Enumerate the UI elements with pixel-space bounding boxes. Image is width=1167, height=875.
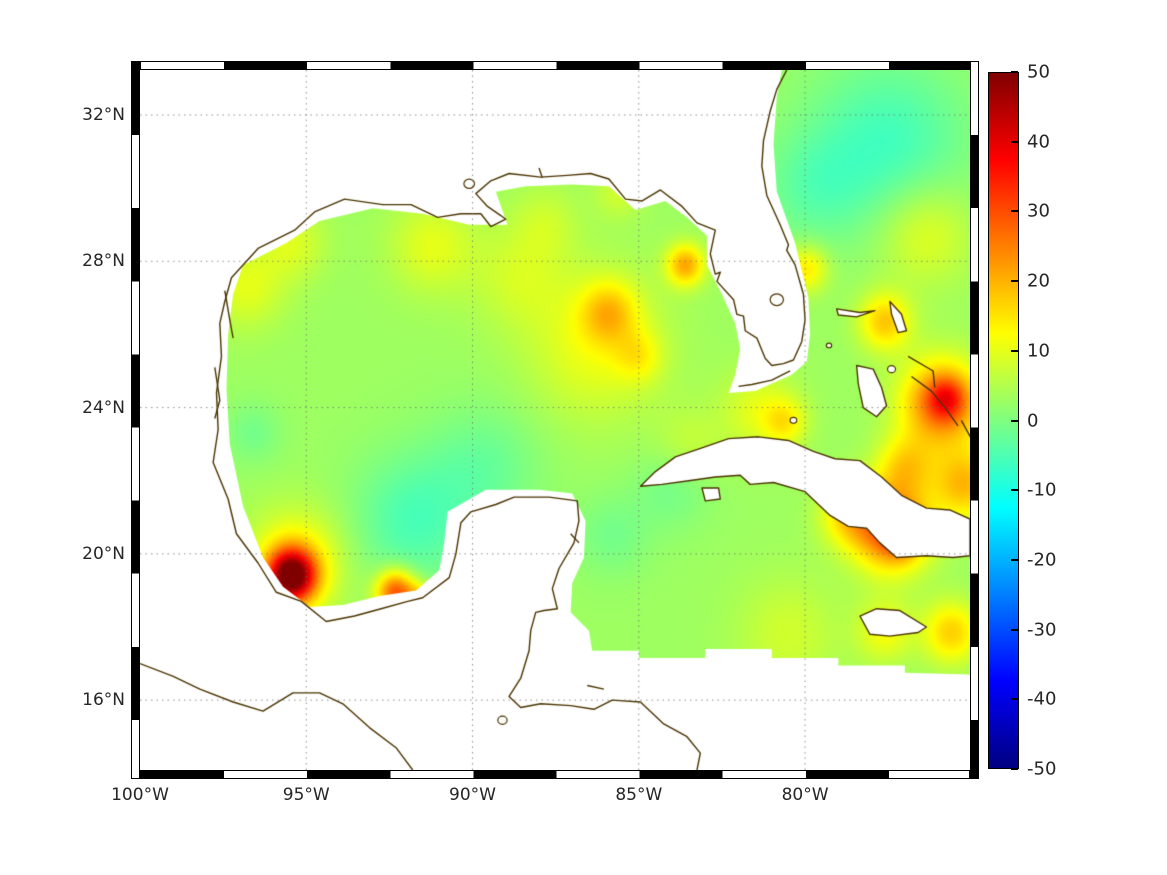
colorbar-tick-label: -10 bbox=[1027, 479, 1057, 501]
map-frame-bottom bbox=[140, 770, 970, 779]
colorbar-tick-mark bbox=[1011, 419, 1018, 422]
colorbar-tick-label: -50 bbox=[1027, 758, 1057, 780]
colorbar-tick-mark bbox=[1011, 71, 1018, 73]
colorbar-tick-label: 50 bbox=[1027, 61, 1050, 83]
colorbar-tick-label: 20 bbox=[1027, 270, 1050, 292]
lat-tick-label: 32°N bbox=[82, 104, 125, 125]
colorbar-tick-label: 0 bbox=[1027, 410, 1039, 431]
lat-tick-label: 16°N bbox=[82, 690, 125, 711]
colorbar-tick-label: 40 bbox=[1027, 131, 1050, 153]
map-canvas bbox=[140, 70, 970, 770]
colorbar-tick-label: -40 bbox=[1027, 688, 1057, 710]
colorbar-tick-mark bbox=[1011, 349, 1018, 352]
lat-tick-label: 24°N bbox=[82, 397, 125, 418]
colorbar-tick-mark bbox=[1011, 210, 1018, 213]
colorbar-tick-label: 10 bbox=[1027, 340, 1050, 362]
map-plot-area bbox=[140, 70, 970, 770]
lon-tick-label: 90°W bbox=[449, 785, 497, 805]
colorbar-tick-label: 30 bbox=[1027, 200, 1050, 222]
colorbar-tick-label: -20 bbox=[1027, 549, 1057, 571]
lat-tick-label: 28°N bbox=[82, 251, 125, 272]
colorbar-tick-mark bbox=[1011, 489, 1018, 492]
map-frame-right bbox=[970, 61, 979, 779]
colorbar-tick-label: -30 bbox=[1027, 619, 1057, 641]
colorbar-tick-mark bbox=[1011, 628, 1018, 631]
lon-tick-label: 100°W bbox=[111, 785, 169, 805]
lat-tick-label: 20°N bbox=[82, 543, 125, 564]
colorbar-tick-mark bbox=[1011, 558, 1018, 561]
colorbar-tick-mark bbox=[1011, 768, 1018, 770]
lon-tick-label: 85°W bbox=[615, 785, 663, 805]
colorbar-tick-mark bbox=[1011, 140, 1018, 143]
map-frame-left bbox=[131, 61, 140, 779]
lon-tick-label: 80°W bbox=[781, 785, 829, 805]
lon-tick-label: 95°W bbox=[282, 785, 330, 805]
colorbar-tick-mark bbox=[1011, 280, 1018, 283]
map-frame-top bbox=[140, 61, 970, 70]
colorbar-tick-mark bbox=[1011, 698, 1018, 701]
